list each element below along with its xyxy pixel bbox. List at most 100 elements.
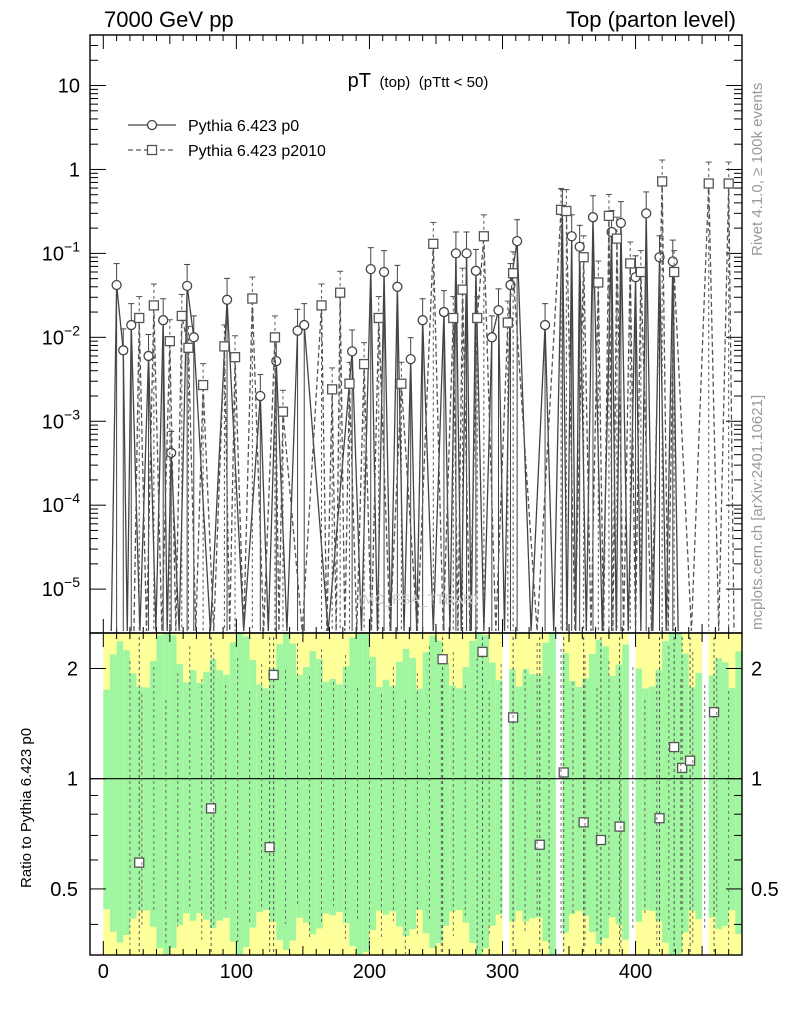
band-inner — [289, 643, 297, 941]
band-inner — [256, 684, 263, 913]
band-inner — [588, 653, 596, 933]
chart-labels: 0 100 200 300 400 10 1 10−1 10−2 10−3 10−4 10−5 0.5 0… — [42, 76, 779, 983]
band-inner — [515, 686, 523, 911]
data-point-p2010 — [472, 312, 483, 324]
data-point-p2010 — [269, 332, 281, 343]
band-inner — [715, 658, 723, 929]
band-inner — [169, 635, 177, 949]
data-point-p2010 — [635, 266, 647, 278]
data-point-p2010 — [502, 317, 513, 328]
chart-title-main: pT — [348, 70, 371, 92]
legend-marker-p0 — [146, 119, 158, 131]
band-inner — [196, 682, 204, 914]
band-inner — [422, 652, 430, 934]
ratio-point-p2010 — [437, 654, 448, 665]
data-point-p2010 — [448, 312, 459, 324]
band-inner — [329, 678, 337, 916]
chart-axes — [89, 34, 743, 956]
band-inner — [549, 633, 556, 955]
ratio-point-p2010 — [205, 803, 217, 814]
band-inner — [282, 633, 290, 951]
band-inner — [129, 673, 137, 919]
band-inner — [662, 641, 669, 943]
band-inner — [342, 666, 350, 924]
band-inner — [243, 636, 250, 948]
band-inner — [622, 644, 629, 940]
band-inner — [449, 685, 456, 912]
data-point-p2010 — [134, 312, 145, 324]
y-tick-label: 10−5 — [42, 574, 80, 601]
x-tick-label: 200 — [353, 961, 386, 983]
band-inner — [362, 633, 370, 952]
data-point-p0 — [587, 212, 599, 223]
band-inner — [396, 661, 403, 927]
data-point-p2010 — [358, 358, 370, 370]
legend-label-p2010: Pythia 6.423 p2010 — [188, 143, 326, 160]
band-inner — [635, 668, 643, 922]
ratio-point-p2010 — [595, 834, 607, 846]
data-point-p0 — [566, 231, 577, 242]
data-point-p0 — [255, 390, 266, 402]
data-point-p0 — [461, 248, 472, 259]
band-inner — [183, 682, 190, 914]
band-inner — [575, 686, 583, 911]
data-point-p0 — [111, 279, 122, 291]
ratio-point-p2010 — [264, 842, 275, 853]
ratio-y-tick-label-right: 2 — [751, 658, 762, 680]
band-inner — [316, 658, 323, 929]
band-inner — [336, 684, 343, 913]
band-inner — [302, 667, 310, 923]
data-point-p2010 — [625, 258, 636, 269]
band-inner — [269, 668, 277, 922]
ratio-bands — [103, 633, 742, 955]
data-point-p0 — [158, 315, 169, 326]
chart-title: pT (top) (pTtt < 50) — [348, 70, 489, 92]
data-point-p0 — [417, 315, 428, 326]
band-inner — [708, 675, 716, 918]
chart-series — [110, 159, 735, 955]
band-inner — [262, 688, 270, 911]
data-point-p2010 — [657, 176, 668, 187]
band-inner — [728, 687, 736, 911]
data-point-p2010 — [197, 379, 209, 391]
band-inner — [156, 635, 164, 949]
band-inner — [149, 661, 157, 927]
band-inner — [136, 686, 144, 911]
band-inner — [475, 633, 483, 955]
ratio-point-p2010 — [614, 821, 625, 832]
band-inner — [435, 640, 443, 944]
band-inner — [176, 663, 184, 925]
band-inner — [442, 662, 450, 926]
data-point-p2010 — [316, 300, 327, 311]
data-point-p0 — [405, 353, 416, 365]
band-inner — [682, 653, 689, 933]
band-inner — [675, 633, 683, 954]
ratio-point-p2010 — [676, 762, 688, 774]
band-inner — [642, 688, 649, 910]
data-point-p0 — [346, 346, 358, 357]
data-point-p0 — [438, 306, 450, 318]
data-point-p0 — [654, 252, 665, 263]
data-point-p2010 — [164, 336, 175, 347]
band-inner — [462, 667, 470, 923]
legend-label-p0: Pythia 6.423 p0 — [188, 118, 299, 135]
band-inner — [402, 648, 410, 937]
band-inner — [356, 633, 363, 955]
data-point-p2010 — [457, 284, 468, 295]
band-inner — [668, 633, 676, 955]
band-inner — [296, 674, 303, 918]
data-point-p2010 — [148, 300, 160, 311]
x-tick-label: 300 — [486, 961, 519, 983]
ratio-point-p2010 — [668, 741, 680, 753]
band-inner — [455, 688, 463, 910]
band-inner — [722, 662, 729, 926]
chart-legend: Pythia 6.423 p0 Pythia 6.423 p2010 — [128, 118, 326, 160]
band-inner — [382, 679, 390, 915]
y-tick-label: 10−4 — [42, 490, 80, 517]
y-tick-label: 10 — [58, 76, 80, 98]
band-inner — [429, 635, 436, 948]
x-tick-label: 100 — [220, 961, 253, 983]
series-line-p2010 — [133, 181, 735, 632]
data-point-p2010 — [277, 406, 289, 417]
data-point-p2010 — [703, 178, 714, 189]
